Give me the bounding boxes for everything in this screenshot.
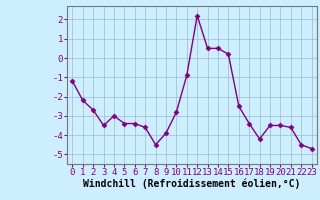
X-axis label: Windchill (Refroidissement éolien,°C): Windchill (Refroidissement éolien,°C)	[83, 179, 301, 189]
